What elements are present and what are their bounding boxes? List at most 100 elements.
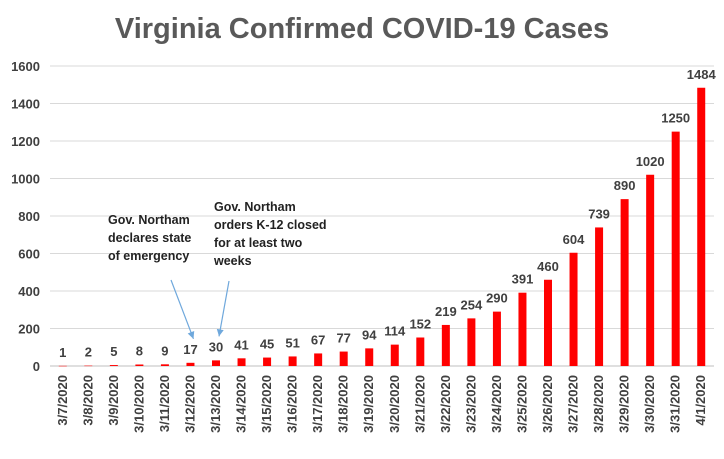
bar (263, 357, 272, 366)
annotation-text: Gov. Northam (108, 213, 190, 227)
x-tick-label: 3/17/2020 (310, 375, 325, 433)
y-tick-label: 400 (18, 284, 40, 299)
bar (135, 364, 144, 366)
annotation: Gov. Northam declares state of emergency (108, 213, 195, 340)
data-label: 1484 (687, 67, 717, 82)
annotation: Gov. Northam orders K-12 closed for at lea… (213, 200, 327, 337)
data-label: 460 (537, 259, 559, 274)
x-tick-label: 3/31/2020 (668, 375, 683, 433)
x-tick-label: 3/22/2020 (438, 375, 453, 433)
x-tick-label: 3/7/2020 (55, 375, 70, 426)
data-label: 8 (136, 344, 143, 359)
data-label: 5 (110, 344, 117, 359)
bar (620, 199, 629, 366)
data-label: 219 (435, 304, 457, 319)
bar (84, 365, 93, 367)
x-axis-ticks: 3/7/2020 3/8/2020 3/9/2020 3/10/2020 3/11/20… (55, 375, 708, 433)
y-tick-label: 1200 (11, 134, 40, 149)
bar (441, 324, 450, 366)
bar (646, 174, 655, 366)
annotation-arrow (170, 279, 195, 340)
bar (314, 353, 323, 366)
data-label: 1 (59, 345, 66, 360)
data-label: 114 (384, 324, 406, 339)
x-tick-label: 3/13/2020 (208, 375, 223, 433)
data-label: 41 (234, 337, 248, 352)
x-tick-label: 3/26/2020 (540, 375, 555, 433)
bar (492, 311, 501, 366)
data-label: 391 (512, 272, 534, 287)
annotation-text: for at least two (214, 236, 303, 250)
x-tick-label: 3/14/2020 (234, 375, 249, 433)
data-label: 1250 (661, 111, 690, 126)
data-labels: 1 2 5 8 9 17 30 41 45 51 67 77 94 114 152 219 254 290 3914… (59, 67, 716, 360)
x-tick-label: 3/12/2020 (182, 375, 197, 433)
data-label: 30 (209, 339, 223, 354)
bar (212, 360, 220, 366)
data-label: 290 (486, 291, 508, 306)
annotation-text: of emergency (108, 249, 189, 263)
x-tick-label: 3/21/2020 (412, 375, 427, 433)
annotation-text: weeks (213, 254, 252, 268)
bar (186, 362, 195, 366)
bar (569, 252, 578, 366)
bar (544, 279, 552, 366)
bar (671, 131, 680, 366)
y-tick-label: 200 (18, 322, 40, 337)
annotation-text: declares state (108, 231, 191, 245)
annotation-text: orders K-12 closed (214, 218, 327, 232)
x-tick-label: 3/28/2020 (591, 375, 606, 433)
bar (390, 344, 399, 366)
bar (288, 356, 297, 366)
bar (58, 365, 67, 367)
y-tick-label: 0 (33, 359, 40, 374)
data-label: 45 (260, 337, 274, 352)
annotation-arrow (218, 280, 230, 337)
data-label: 254 (461, 297, 483, 312)
bar (365, 348, 374, 366)
data-label: 152 (409, 317, 431, 332)
data-label: 604 (563, 232, 585, 247)
data-label: 77 (336, 331, 350, 346)
bar (467, 318, 476, 366)
data-label: 51 (285, 335, 299, 350)
data-label: 890 (614, 178, 636, 193)
y-tick-label: 1400 (11, 97, 40, 112)
x-tick-label: 3/16/2020 (285, 375, 300, 433)
bar (697, 87, 706, 366)
data-label: 2 (85, 345, 92, 360)
x-tick-label: 3/10/2020 (131, 375, 146, 433)
x-tick-label: 3/15/2020 (259, 375, 274, 433)
bars (58, 87, 706, 367)
chart-title: Virginia Confirmed COVID-19 Cases (115, 13, 609, 45)
y-tick-label: 600 (18, 247, 40, 262)
x-tick-label: 3/30/2020 (642, 375, 657, 433)
data-label: 1020 (636, 154, 665, 169)
x-tick-label: 3/23/2020 (463, 375, 478, 433)
bar (237, 358, 246, 366)
bar (595, 227, 604, 366)
data-label: 67 (311, 332, 325, 347)
bar (160, 364, 169, 366)
data-label: 9 (161, 343, 168, 358)
x-tick-label: 3/29/2020 (617, 375, 632, 433)
x-tick-label: 3/24/2020 (489, 375, 504, 433)
x-tick-label: 3/18/2020 (336, 375, 351, 433)
y-tick-label: 1600 (11, 59, 40, 74)
bar (518, 292, 527, 366)
bar (109, 365, 118, 366)
y-tick-label: 800 (18, 209, 40, 224)
arrow-head (216, 328, 224, 337)
annotation-text: Gov. Northam (214, 200, 296, 214)
data-label: 17 (183, 342, 197, 357)
bar (339, 351, 348, 366)
arrow-head (187, 331, 195, 339)
y-tick-label: 1000 (11, 172, 40, 187)
bar (416, 337, 425, 366)
x-tick-label: 3/9/2020 (106, 375, 121, 426)
x-tick-label: 3/27/2020 (566, 375, 581, 433)
x-tick-label: 3/8/2020 (80, 375, 95, 426)
